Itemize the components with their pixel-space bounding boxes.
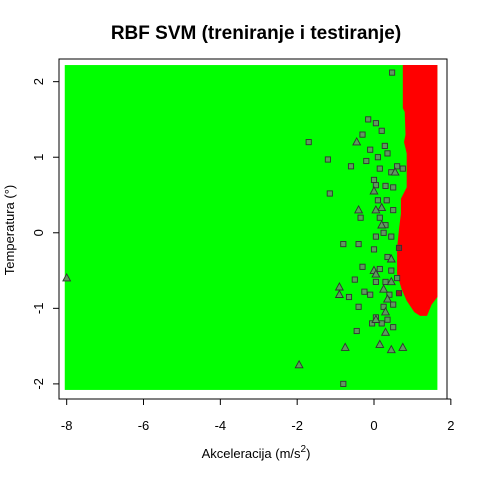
data-point [354,204,364,214]
series-triangle [62,136,408,369]
data-point [305,139,312,146]
data-point [390,184,397,191]
data-point [390,167,400,176]
data-point [384,150,391,157]
data-point [388,267,395,274]
data-point [352,136,362,146]
data-point [355,241,362,248]
data-point [399,165,406,172]
data-point [374,154,381,161]
plot-area [62,65,438,390]
data-point [398,342,408,351]
x-tick-label: -4 [215,418,227,433]
data-point [345,293,353,301]
data-point [363,157,370,165]
x-tick-label: 2 [447,418,454,433]
data-point [324,156,331,163]
data-point [372,233,379,240]
decision-region-a [64,65,438,390]
y-tick-label: -1 [31,303,46,315]
data-point [340,342,350,351]
x-axis: -8 -6 -4 -2 0 2 [61,398,454,433]
y-axis-label: Temperatura (°) [2,185,17,275]
data-point [357,214,364,221]
data-point [382,182,389,189]
data-point [359,263,366,270]
data-point [372,182,379,189]
y-tick-label: 0 [31,229,46,236]
data-point [384,316,391,323]
data-point [294,359,304,369]
x-tick-label: -6 [138,418,150,433]
data-point [369,320,376,327]
data-point [326,190,333,197]
data-point [378,127,385,134]
data-point [380,303,387,310]
data-point [334,289,344,298]
data-point [372,120,379,127]
data-point [379,284,389,293]
data-point [382,278,389,285]
data-point [394,163,401,170]
data-point [390,207,397,214]
decision-region-b [397,65,438,316]
data-point [377,220,387,229]
data-point [376,214,383,221]
data-point [353,327,360,335]
x-tick-label: -8 [61,418,73,433]
data-point [378,320,385,327]
x-tick-label: -2 [291,418,303,433]
data-point [386,276,396,286]
data-point [377,202,387,212]
data-point [389,69,396,76]
data-point [381,142,388,149]
data-point [390,301,397,308]
y-tick-label: -2 [31,378,46,390]
data-point [372,278,379,285]
data-point [361,288,368,295]
x-axis-label: Akceleracija (m/s2) [202,444,311,461]
data-point [395,290,403,297]
data-point [369,186,379,195]
data-point [370,176,378,183]
data-point [386,291,393,298]
data-point [355,303,362,310]
data-point [395,244,403,251]
data-point [390,324,397,331]
data-point [371,314,381,323]
data-point [386,254,396,263]
data-point [365,116,372,123]
data-point [375,339,385,348]
data-point [394,275,401,282]
data-point [388,233,395,240]
data-point [376,165,383,172]
data-point [374,197,381,204]
data-point [340,241,347,248]
data-point [367,146,374,153]
x-tick-label: 0 [370,418,377,433]
data-point [386,344,396,354]
series-square [305,69,406,387]
data-point [367,291,374,298]
data-point [359,131,366,138]
chart-title: RBF SVM (treniranje i testiranje) [111,23,401,44]
data-point [380,229,387,236]
y-tick-label: 2 [31,78,46,85]
data-point [380,306,391,316]
data-point [382,294,393,303]
data-point [380,327,391,336]
data-point [383,197,390,204]
data-point [376,265,383,273]
y-tick-label: 1 [31,154,46,161]
data-point [62,272,72,282]
data-point [347,163,355,170]
data-point [371,269,381,278]
data-point [370,246,378,253]
data-point [371,204,381,214]
y-axis: -2 -1 0 1 2 [31,78,60,390]
data-point [340,380,347,387]
data-point [351,276,358,283]
